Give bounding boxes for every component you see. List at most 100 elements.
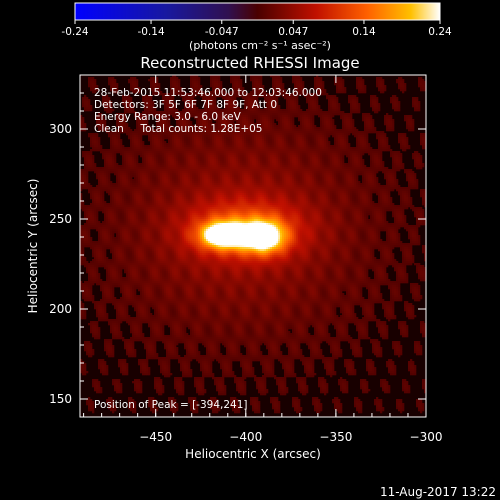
heatmap-cell (172, 91, 175, 94)
heatmap-cell (296, 89, 299, 92)
heatmap-cell (366, 123, 369, 126)
heatmap-cell (318, 157, 321, 160)
heatmap-cell (126, 155, 129, 158)
heatmap-cell (166, 123, 169, 126)
heatmap-cell (400, 87, 403, 90)
heatmap-cell (162, 133, 165, 136)
heatmap-cell (298, 87, 301, 90)
heatmap-cell (358, 137, 361, 140)
heatmap-cell (88, 81, 91, 84)
heatmap-cell (134, 129, 137, 132)
heatmap-cell (284, 121, 287, 124)
heatmap-cell (208, 145, 211, 148)
heatmap-cell (172, 99, 175, 102)
heatmap-cell (92, 83, 95, 86)
heatmap-cell (190, 125, 193, 128)
heatmap-cell (372, 127, 375, 130)
heatmap-cell (238, 113, 241, 116)
heatmap-cell (410, 121, 413, 124)
heatmap-cell (420, 81, 423, 84)
heatmap-cell (196, 125, 199, 128)
heatmap-cell (348, 101, 351, 104)
heatmap-cell (226, 103, 229, 106)
heatmap-cell (154, 155, 157, 158)
heatmap-cell (168, 155, 171, 158)
heatmap-cell (260, 81, 263, 84)
heatmap-cell (226, 117, 229, 120)
heatmap-cell (208, 149, 211, 152)
heatmap-cell (140, 135, 143, 138)
heatmap-cell (258, 85, 261, 88)
heatmap-cell (292, 137, 295, 140)
heatmap-cell (402, 147, 405, 150)
heatmap-cell (296, 109, 299, 112)
heatmap-cell (246, 129, 249, 132)
heatmap-cell (382, 131, 385, 134)
heatmap-cell (170, 137, 173, 140)
heatmap-cell (390, 119, 393, 122)
heatmap-cell (314, 157, 317, 160)
heatmap-cell (270, 115, 273, 118)
heatmap-cell (106, 129, 109, 132)
heatmap-cell (146, 145, 149, 148)
heatmap-cell (280, 83, 283, 86)
heatmap-cell (364, 147, 367, 150)
heatmap-cell (272, 159, 275, 162)
heatmap-cell (344, 115, 347, 118)
heatmap-cell (300, 137, 303, 140)
heatmap-cell (156, 133, 159, 136)
heatmap-cell (282, 111, 285, 114)
heatmap-cell (200, 151, 203, 154)
heatmap-cell (364, 127, 367, 130)
heatmap-cell (148, 125, 151, 128)
heatmap-cell (380, 151, 383, 154)
heatmap-cell (292, 119, 295, 122)
heatmap-cell (208, 113, 211, 116)
heatmap-cell (206, 143, 209, 146)
heatmap-cell (328, 95, 331, 98)
heatmap-cell (354, 159, 357, 162)
heatmap-cell (146, 111, 149, 114)
heatmap-cell (336, 97, 339, 100)
heatmap-cell (322, 145, 325, 148)
heatmap-cell (404, 139, 407, 142)
heatmap-cell (244, 107, 247, 110)
heatmap-cell (224, 113, 227, 116)
heatmap-cell (156, 117, 159, 120)
heatmap-cell (202, 151, 205, 154)
heatmap-cell (292, 75, 295, 78)
heatmap-cell (212, 143, 215, 146)
heatmap-cell (338, 135, 341, 138)
heatmap-cell (174, 133, 177, 136)
heatmap-cell (240, 109, 243, 112)
heatmap-cell (380, 91, 383, 94)
heatmap-cell (184, 115, 187, 118)
heatmap-cell (378, 81, 381, 84)
heatmap-cell (188, 109, 191, 112)
heatmap-cell (106, 109, 109, 112)
heatmap-cell (254, 85, 257, 88)
heatmap-cell (406, 121, 409, 124)
heatmap-cell (296, 159, 299, 162)
heatmap-cell (210, 77, 213, 80)
heatmap-cell (328, 107, 331, 110)
heatmap-cell (130, 159, 133, 162)
heatmap-cell (100, 119, 103, 122)
heatmap-cell (400, 77, 403, 80)
heatmap-cell (196, 155, 199, 158)
heatmap-cell (196, 151, 199, 154)
heatmap-cell (284, 97, 287, 100)
heatmap-cell (256, 161, 259, 164)
heatmap-cell (230, 129, 233, 132)
heatmap-cell (172, 101, 175, 104)
heatmap-cell (250, 131, 253, 134)
heatmap-cell (148, 155, 151, 158)
heatmap-cell (392, 153, 395, 156)
heatmap-cell (396, 105, 399, 108)
heatmap-cell (374, 103, 377, 106)
heatmap-cell (236, 137, 239, 140)
heatmap-cell (144, 103, 147, 106)
heatmap-cell (130, 143, 133, 146)
heatmap-cell (142, 121, 145, 124)
heatmap-cell (310, 119, 313, 122)
